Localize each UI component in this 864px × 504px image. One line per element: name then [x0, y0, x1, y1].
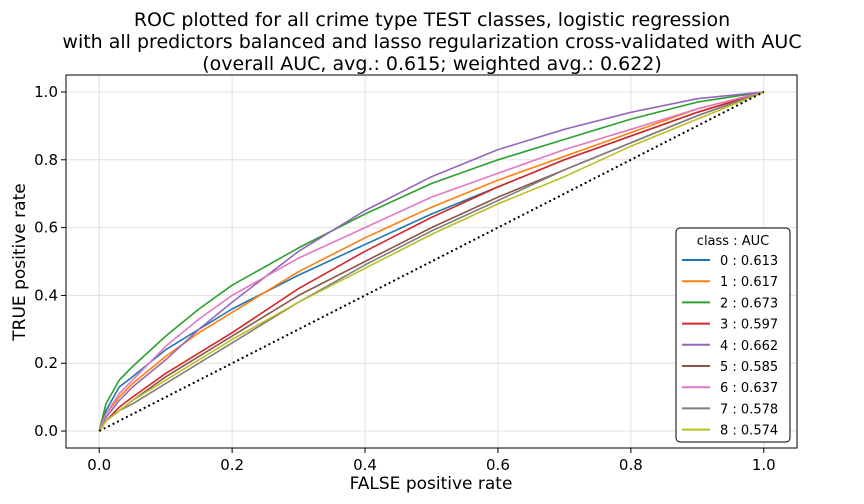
x-tick-label: 0.8 — [619, 456, 643, 474]
x-tick-label: 0.0 — [87, 456, 111, 474]
y-axis-label: TRUE positive rate — [10, 183, 30, 341]
legend-title: class : AUC — [697, 234, 769, 249]
x-tick-label: 1.0 — [752, 456, 776, 474]
legend-entry-6: 6 : 0.637 — [720, 381, 778, 396]
x-tick-label: 0.4 — [353, 456, 377, 474]
y-ticks: 0.0 0.2 0.4 0.6 0.8 1.0 — [34, 83, 66, 440]
legend-entry-0: 0 : 0.613 — [720, 254, 778, 269]
plot-frame — [65, 74, 798, 449]
legend-entry-4: 4 : 0.662 — [720, 339, 778, 354]
y-tick-label: 0.0 — [34, 422, 58, 440]
legend-entry-7: 7 : 0.578 — [720, 402, 778, 417]
roc-series-line-2 — [98, 91, 764, 432]
legend: class : AUC 0 : 0.613 1 : 0.617 2 : 0.673 3… — [675, 227, 791, 443]
roc-series-line-4 — [98, 91, 764, 432]
y-tick-label: 0.8 — [34, 151, 58, 169]
legend-entry-2: 2 : 0.673 — [720, 296, 778, 311]
roc-series-line-8 — [98, 91, 765, 432]
chart-title-line-1: ROC plotted for all crime type TEST clas… — [134, 9, 730, 31]
y-tick-label: 1.0 — [34, 83, 58, 101]
x-axis-label: FALSE positive rate — [350, 474, 513, 494]
x-ticks: 0.0 0.2 0.4 0.6 0.8 1.0 — [87, 448, 776, 474]
y-tick-label: 0.4 — [34, 286, 58, 304]
roc-series-line-3 — [98, 91, 765, 432]
chance-diagonal — [98, 91, 765, 432]
legend-entry-1: 1 : 0.617 — [720, 275, 778, 290]
chart-title-line-2: with all predictors balanced and lasso r… — [62, 31, 801, 53]
x-tick-label: 0.6 — [486, 456, 510, 474]
legend-entry-5: 5 : 0.585 — [720, 360, 778, 375]
x-tick-label: 0.2 — [220, 456, 244, 474]
legend-entry-3: 3 : 0.597 — [720, 318, 778, 333]
legend-entry-8: 8 : 0.574 — [720, 424, 778, 439]
roc-series-line-1 — [98, 91, 764, 432]
series-layer — [98, 91, 765, 432]
y-tick-label: 0.2 — [34, 354, 58, 372]
y-tick-label: 0.6 — [34, 219, 58, 237]
chart-title-line-3: (overall AUC, avg.: 0.615; weighted avg.… — [202, 53, 662, 75]
legend-items: 0 : 0.613 1 : 0.617 2 : 0.673 3 : 0.597 4 : … — [682, 254, 778, 439]
roc-series-line-6 — [98, 91, 764, 432]
